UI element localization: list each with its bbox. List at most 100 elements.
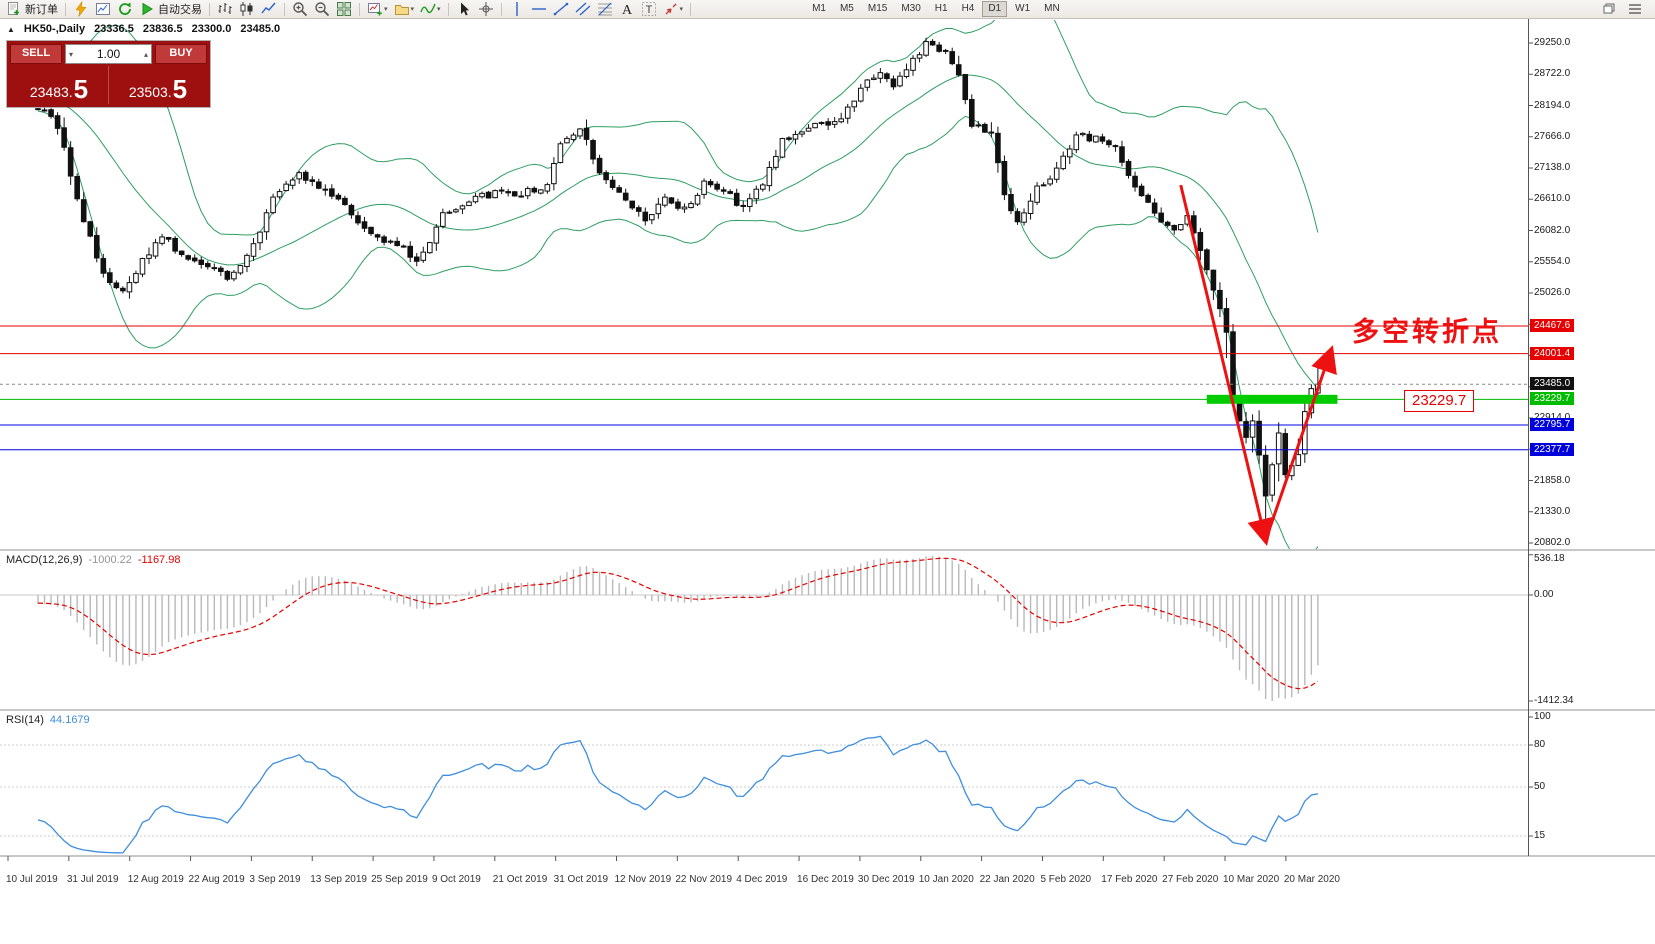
annotation-text[interactable]: 多空转折点 (1352, 317, 1502, 347)
axis-tick-label: 27666.0 (1534, 130, 1571, 142)
label-button[interactable]: T (639, 1, 659, 18)
fibonacci-button[interactable] (595, 1, 615, 18)
crosshair-button[interactable] (476, 1, 496, 18)
toolbar-separator (447, 2, 449, 16)
ohlc-open: 23336.5 (94, 23, 134, 35)
text-button[interactable]: A (617, 1, 637, 18)
volume-down-icon[interactable]: ▾ (69, 49, 74, 59)
horizontal-line-button[interactable] (529, 1, 549, 18)
dropdown-caret-icon[interactable]: ▾ (679, 6, 684, 13)
volume-up-icon[interactable]: ▴ (143, 49, 148, 59)
arrows-icon (665, 3, 677, 15)
axis-tick-label: 25026.0 (1534, 287, 1571, 298)
zoom-out-button[interactable] (312, 1, 332, 18)
date-label: 12 Aug 2019 (127, 874, 184, 885)
cursor-button[interactable] (454, 1, 474, 18)
toolbar-separator (690, 2, 692, 16)
macd-signal-line (37, 557, 1319, 690)
trend-arrow-up[interactable] (1264, 345, 1337, 541)
timeframe-M30[interactable]: M30 (901, 3, 921, 14)
timeframe-H1[interactable]: H1 (934, 3, 948, 14)
axis-tick-label: 80 (1534, 739, 1546, 750)
dropdown-caret-icon[interactable]: ▾ (437, 6, 441, 13)
candle-chart-button[interactable] (237, 1, 257, 18)
new-order-button[interactable]: 新订单 (4, 1, 60, 18)
dropdown-caret-icon[interactable]: ▾ (410, 6, 415, 13)
date-label: 21 Oct 2019 (492, 874, 548, 885)
macd-panel[interactable] (0, 555, 1528, 701)
bar-chart-button[interactable] (215, 1, 235, 18)
zoom-in-button[interactable] (290, 1, 310, 18)
buy-price[interactable]: 23503. 5 (128, 74, 188, 104)
label-icon: T (641, 2, 656, 16)
chart-chrome (0, 19, 1655, 861)
rsi-panel[interactable] (0, 735, 1528, 854)
timeframe-D1[interactable]: D1 (982, 1, 1008, 17)
rsi-line (37, 735, 1319, 854)
window-menu-button[interactable] (1625, 1, 1645, 18)
channel-button[interactable] (573, 1, 593, 18)
autotrading-button[interactable]: 自动交易 (137, 1, 204, 18)
date-label: 22 Jan 2020 (979, 874, 1035, 885)
timeframe-M1[interactable]: M1 (812, 3, 826, 14)
rsi-value: 44.1679 (49, 714, 90, 726)
zoom-out-icon (315, 2, 330, 17)
text-icon: A (621, 3, 632, 17)
candlestick-series (35, 37, 1321, 535)
date-label: 22 Nov 2019 (675, 874, 733, 885)
timeframe-M15[interactable]: M15 (867, 3, 888, 14)
axis-tick-label: 0.00 (1534, 589, 1554, 600)
main-chart-panel[interactable] (0, 0, 1528, 560)
support-price-box[interactable]: 23229.7 (1404, 390, 1475, 412)
chart-window-button[interactable] (93, 1, 113, 18)
trend-arrow-down[interactable] (1179, 184, 1274, 546)
timeframe-MN[interactable]: MN (1044, 3, 1060, 14)
macd-label: MACD(12,26,9) (6, 554, 83, 566)
refresh-button[interactable] (115, 1, 135, 18)
cursor-icon (460, 2, 469, 16)
dropdown-caret-icon[interactable]: ▾ (384, 6, 388, 13)
sell-price[interactable]: 23483. 5 (10, 66, 109, 104)
window-menu-icon (1629, 4, 1641, 14)
vertical-line-button[interactable] (507, 1, 527, 18)
quick-trade-button[interactable] (71, 1, 91, 18)
axis-tick-label: 26610.0 (1534, 193, 1571, 205)
vline-icon (515, 2, 518, 16)
axis-tick-label: 28194.0 (1534, 99, 1571, 111)
new-chart-icon (368, 3, 382, 16)
price-line-label: 23229.7 (1530, 392, 1575, 406)
one-click-collapse-icon[interactable]: ▲ (7, 24, 15, 34)
new-chart-button[interactable]: ▾ (365, 1, 390, 18)
line-chart-button[interactable] (259, 1, 279, 18)
trendline-button[interactable] (551, 1, 571, 18)
zoom-in-icon (293, 2, 308, 17)
ohlc-high: 23836.5 (142, 23, 183, 35)
line-icon (261, 2, 276, 14)
timeframe-W1[interactable]: W1 (1015, 3, 1031, 14)
bars-icon (218, 3, 232, 14)
timeframe-M5[interactable]: M5 (839, 3, 854, 14)
date-label: 13 Sep 2019 (310, 874, 367, 885)
tile-windows-button[interactable] (334, 1, 354, 18)
date-label: 16 Dec 2019 (797, 874, 854, 885)
sell-button[interactable]: SELL (10, 44, 62, 64)
bollinger-lower-band (37, 110, 1319, 549)
window-restore-button[interactable] (1599, 1, 1619, 18)
profiles-button[interactable]: ▾ (392, 1, 417, 18)
profiles-icon (394, 5, 409, 15)
indicators-button[interactable]: ▾ (418, 1, 443, 18)
date-label: 30 Dec 2019 (857, 874, 915, 885)
arrows-button[interactable]: ▾ (661, 1, 686, 18)
tile-icon (337, 2, 351, 16)
volume-field[interactable]: ▾ 1.00 ▴ (65, 44, 152, 64)
macd-header: MACD(12,26,9) -1000.22 -1167.98 (6, 554, 180, 566)
volume-value[interactable]: 1.00 (96, 47, 121, 61)
price-line-label: 22377.7 (1530, 442, 1575, 456)
date-label: 5 Feb 2020 (1040, 874, 1092, 885)
ohlc-low: 23300.0 (191, 23, 232, 35)
timeframe-H4[interactable]: H4 (961, 3, 975, 14)
toolbar-separator (500, 2, 502, 16)
support-bar[interactable] (1206, 394, 1338, 404)
buy-button[interactable]: BUY (155, 44, 207, 64)
